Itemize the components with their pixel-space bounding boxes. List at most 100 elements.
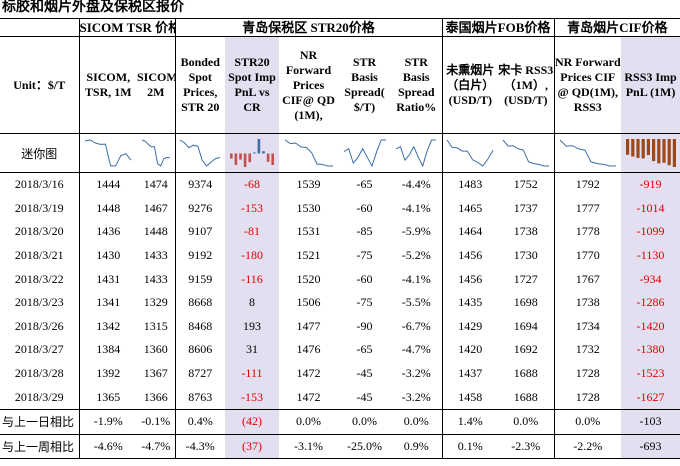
day-change-str-ratio: 0.0%: [391, 408, 443, 435]
cell-nr-forward: 1477: [296, 318, 321, 333]
cell-rss3-pnl: -934: [621, 267, 680, 291]
day-change-str20-pnl: (42): [225, 408, 279, 435]
week-change-nr-forward-rss3: -2.2%: [553, 433, 622, 460]
cell-bonded: 8668: [174, 290, 225, 315]
cell-str20-pnl: -111: [225, 361, 279, 386]
table-row: 2018/3/27 1384 1360 8606 31 1476 -65 -4.7% 1420 1…: [0, 338, 680, 362]
cell-bonded: 8763: [174, 385, 225, 410]
cell-str-spread: -65: [356, 177, 373, 192]
data-body: 2018/3/16 1444 1474 9374 -68 1539 -65 -4.4% 1483…: [0, 172, 680, 410]
day-change-weitian: 1.4%: [441, 408, 499, 435]
sparkbar: [661, 139, 666, 163]
cell-nr-forward: 1520: [296, 271, 321, 286]
cell-str20-pnl: -153: [225, 385, 279, 410]
sparkline-nr-forward-rss3: [553, 133, 622, 173]
cell-str20-pnl: -116: [225, 267, 279, 291]
table-row: 2018/3/20 1436 1448 9107 -81 1531 -85 -5.9% 1464…: [0, 220, 680, 244]
cell-weitian: 1456: [441, 243, 499, 268]
header-str-spread: STR Basis Spread( $/T): [338, 36, 391, 134]
table-row: 2018/3/19 1448 1467 9276 -153 1530 -60 -4.1% 146…: [0, 196, 680, 221]
cell-songka: 1727: [513, 271, 538, 286]
sparkline-songka: [498, 133, 555, 173]
cell-sicom-2m: 1467: [143, 200, 168, 215]
week-change-sicom-2m: -4.7%: [137, 433, 175, 460]
table-row: 2018/3/23 1341 1329 8668 8 1506 -75 -5.5% 1435 16…: [0, 290, 680, 315]
table-row: 2018/3/22 1431 1433 9159 -116 1520 -60 -4.1% 145…: [0, 267, 680, 291]
cell-songka: 1688: [513, 366, 538, 381]
cell-rss3-pnl: -1099: [621, 220, 680, 244]
sparkline-sicom-2m: [137, 133, 175, 173]
cell-bonded: 8606: [174, 338, 225, 362]
sparkbar: [239, 153, 242, 160]
cell-sicom-1m: 1365: [78, 385, 137, 410]
sparkline-str20-pnl: [225, 133, 279, 173]
cell-bonded: 9192: [174, 243, 225, 268]
cell-sicom-1m: 1444: [78, 172, 137, 197]
sparkbar: [625, 139, 629, 155]
cell-nr-forward-rss3: 1770: [553, 243, 622, 268]
cell-nr-forward: 1472: [296, 366, 321, 381]
cell-nr-forward: 1530: [296, 200, 321, 215]
cell-date: 2018/3/27: [14, 342, 64, 357]
header-sicom-2m: SICOM,TSR, 2M: [137, 36, 175, 134]
cell-songka: 1730: [513, 248, 538, 263]
cell-sicom-2m: 1329: [143, 295, 168, 310]
sparkbar: [635, 139, 640, 158]
cell-bonded: 9107: [174, 220, 225, 244]
cell-weitian: 1437: [441, 361, 499, 386]
sparkline-str-ratio: [391, 133, 443, 173]
day-change-rss3-pnl: -103: [621, 408, 680, 435]
cell-str20-pnl: -81: [225, 220, 279, 244]
group-header-row: SICOM TSR 价格 青岛保税区 STR20价格 泰国烟片FOB价格 青岛烟…: [0, 18, 680, 37]
cell-nr-forward: 1506: [296, 295, 321, 310]
cell-str20-pnl: -153: [225, 196, 279, 221]
sparkbar: [234, 153, 238, 165]
cell-str-spread: -45: [356, 366, 373, 381]
cell-nr-forward-rss3: 1767: [553, 267, 622, 291]
header-weitian: 未熏烟片（白片）(USD/T): [441, 36, 499, 134]
sparkline-series: [179, 139, 221, 167]
week-change-str-ratio: 0.9%: [391, 433, 443, 460]
cell-date: 2018/3/21: [14, 248, 64, 263]
cell-nr-forward: 1531: [296, 224, 321, 239]
cell-date: 2018/3/23: [14, 295, 64, 310]
sparkline-nr-forward: [279, 133, 338, 173]
day-change-row: 与上一日相比 -1.9% -0.1% 0.4% (42) 0.0% 0.0% 0…: [0, 408, 680, 435]
header-songka: 宋卡 RSS3（1M）,(USD/T): [498, 36, 555, 134]
cell-nr-forward-rss3: 1728: [553, 385, 622, 410]
cell-str-ratio: -4.4%: [401, 177, 431, 192]
sparkbar: [253, 152, 256, 154]
day-change-label: 与上一日相比: [0, 408, 79, 435]
cell-nr-forward-rss3: 1738: [553, 290, 622, 315]
cell-str-spread: -75: [356, 248, 373, 263]
sparkbar: [651, 139, 655, 162]
cell-sicom-2m: 1360: [143, 342, 168, 357]
header-unit: Unit：$/T: [0, 36, 79, 134]
cell-songka: 1698: [513, 295, 538, 310]
cell-songka: 1752: [513, 177, 538, 192]
week-change-weitian: 0.1%: [441, 433, 499, 460]
sparkbar: [266, 153, 270, 162]
cell-weitian: 1464: [441, 220, 499, 244]
cell-date: 2018/3/20: [14, 224, 64, 239]
table-row: 2018/3/16 1444 1474 9374 -68 1539 -65 -4.4% 1483…: [0, 172, 680, 197]
cell-str-ratio: -6.7%: [401, 318, 431, 333]
cell-bonded: 9159: [174, 267, 225, 291]
group-sicom: SICOM TSR 价格: [78, 18, 175, 37]
day-change-nr-forward-rss3: 0.0%: [553, 408, 622, 435]
corner-cell: [0, 18, 79, 37]
cell-date: 2018/3/28: [14, 366, 64, 381]
cell-sicom-1m: 1342: [78, 314, 137, 339]
cell-bonded: 9276: [174, 196, 225, 221]
cell-nr-forward: 1539: [296, 177, 321, 192]
week-change-bonded: -4.3%: [174, 433, 225, 460]
page-title: 标胶和烟片外盘及保税区报价: [2, 0, 184, 15]
cell-rss3-pnl: -1420: [621, 314, 680, 339]
cell-str20-pnl: -68: [225, 172, 279, 197]
cell-str-ratio: -4.1%: [401, 200, 431, 215]
cell-weitian: 1429: [441, 314, 499, 339]
header-nr-forward-rss3: NR Forward Prices CIF @ QD(1M), RSS3: [553, 36, 622, 134]
day-change-songka: 0.0%: [498, 408, 555, 435]
cell-sicom-1m: 1448: [78, 196, 137, 221]
cell-str-spread: -90: [356, 318, 373, 333]
